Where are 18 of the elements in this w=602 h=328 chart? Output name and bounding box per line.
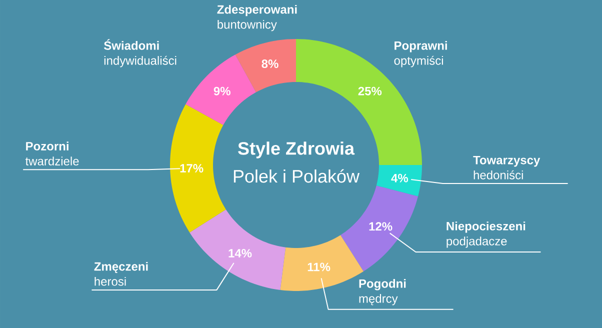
slice-label: Niepocieszeni podjadacze: [446, 222, 526, 248]
slice-label: Towarzyscy hedoniści: [473, 156, 540, 180]
data-label: 14%: [228, 249, 252, 258]
slice-label: Zmęczeni herosi: [94, 262, 148, 286]
text: Polek i Polaków: [234, 169, 360, 183]
data-label: 12%: [369, 222, 392, 231]
slice-label: Pogodni mędrcy: [359, 279, 406, 306]
slice-label: Pozorni twardziele: [25, 142, 79, 166]
slice-label: Świadomi indywidualiści: [104, 39, 176, 68]
slice-label: Poprawni optymiści: [394, 41, 447, 68]
slice-label: Zdesperowani buntownicy: [217, 4, 297, 32]
data-label: 25%: [358, 86, 382, 96]
data-label: 4%: [391, 174, 408, 182]
data-label: 17%: [180, 164, 204, 172]
data-label: 11%: [308, 262, 330, 272]
data-label: 9%: [214, 86, 230, 96]
text: Style Zdrowia: [238, 142, 355, 158]
data-label: 8%: [262, 60, 278, 68]
